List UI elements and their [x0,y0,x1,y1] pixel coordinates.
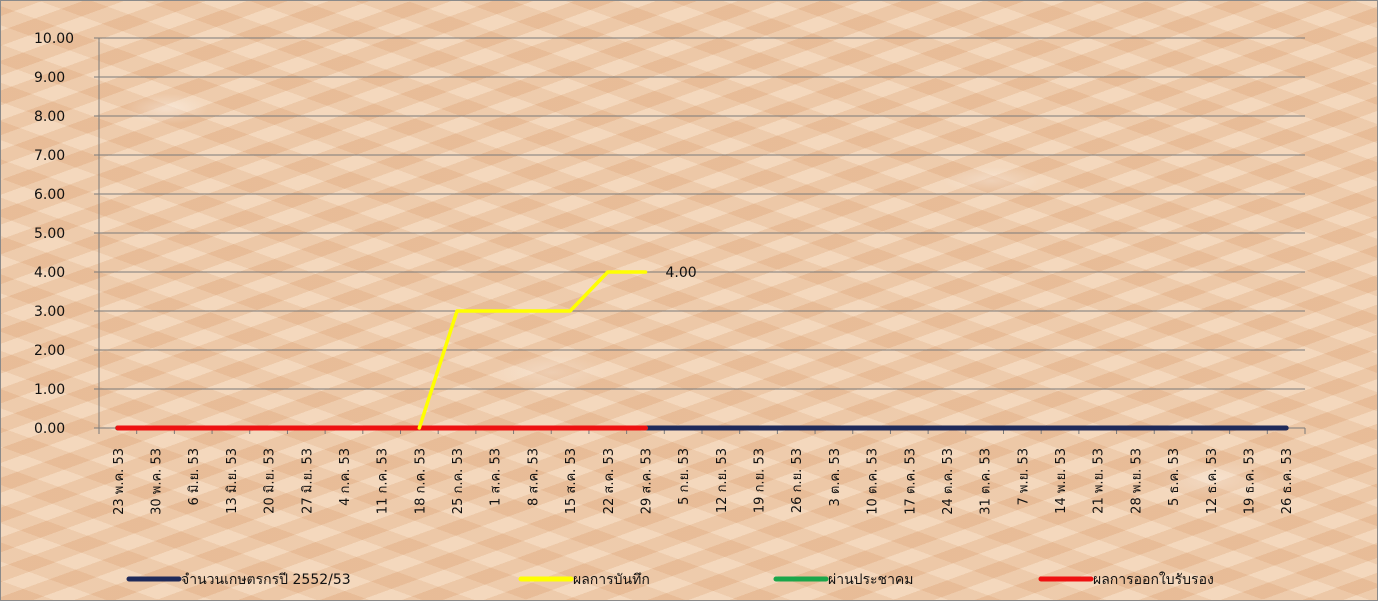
x-tick-label: 7 พ.ย. 53 [1016,448,1031,506]
x-tick-label: 30 พ.ค. 53 [150,448,165,515]
x-tick-label: 18 ก.ค. 53 [413,448,428,514]
x-tick-label: 27 มิ.ย. 53 [300,448,315,514]
legend-label-0: จำนวนเกษตรกรปี 2552/53 [181,572,351,588]
legend-label-2: ผ่านประชาคม [828,572,914,588]
legend-label-1: ผลการบันทึก [573,572,650,588]
x-tick-label: 10 ต.ค. 53 [866,448,881,515]
x-tick-label: 23 พ.ค. 53 [112,448,127,515]
y-tick-label: 4.00 [34,265,65,281]
x-tick-label: 28 พ.ย. 53 [1129,448,1144,514]
x-tick-label: 13 มิ.ย. 53 [225,448,240,514]
y-tick-label: 3.00 [34,304,65,320]
y-tick-label: 7.00 [34,148,65,164]
x-tick-label: 31 ต.ค. 53 [979,448,994,515]
x-tick-label: 1 ส.ค. 53 [489,448,504,506]
x-tick-label: 12 ธ.ค. 53 [1205,448,1220,514]
x-tick-label: 20 มิ.ย. 53 [263,448,278,514]
x-tick-label: 26 ก.ย. 53 [790,448,805,513]
x-tick-label: 29 ส.ค. 53 [639,448,654,514]
x-tick-label: 12 ก.ย. 53 [715,448,730,513]
x-tick-label: 4 ก.ค. 53 [338,448,353,506]
y-tick-label: 9.00 [34,70,65,86]
y-tick-label: 1.00 [34,382,65,398]
x-tick-label: 3 ต.ค. 53 [828,448,843,506]
y-tick-label: 0.00 [34,421,65,437]
x-tick-label: 19 ก.ย. 53 [753,448,768,513]
y-tick-label: 10.00 [34,31,74,47]
x-tick-label: 5 ก.ย. 53 [677,448,692,505]
y-tick-label: 2.00 [34,343,65,359]
data-label: 4.00 [665,265,696,281]
x-tick-label: 17 ต.ค. 53 [903,448,918,515]
y-tick-label: 5.00 [34,226,65,242]
y-tick-label: 6.00 [34,187,65,203]
x-tick-label: 8 ส.ค. 53 [526,448,541,506]
y-tick-label: 8.00 [34,109,65,125]
x-tick-label: 6 มิ.ย. 53 [187,448,202,506]
x-tick-label: 26 ธ.ค. 53 [1280,448,1295,514]
x-tick-label: 15 ส.ค. 53 [564,448,579,514]
legend-label-3: ผลการออกใบรับรอง [1093,571,1214,588]
x-tick-label: 22 ส.ค. 53 [602,448,617,514]
x-tick-label: 11 ก.ค. 53 [376,448,391,514]
x-tick-label: 24 ต.ค. 53 [941,448,956,515]
x-tick-label: 19 ธ.ค. 53 [1242,448,1257,514]
x-tick-label: 25 ก.ค. 53 [451,448,466,514]
x-tick-label: 5 ธ.ค. 53 [1167,448,1182,506]
x-tick-label: 14 พ.ย. 53 [1054,448,1069,514]
x-tick-label: 21 พ.ย. 53 [1092,448,1107,514]
series-line-1 [417,270,648,430]
